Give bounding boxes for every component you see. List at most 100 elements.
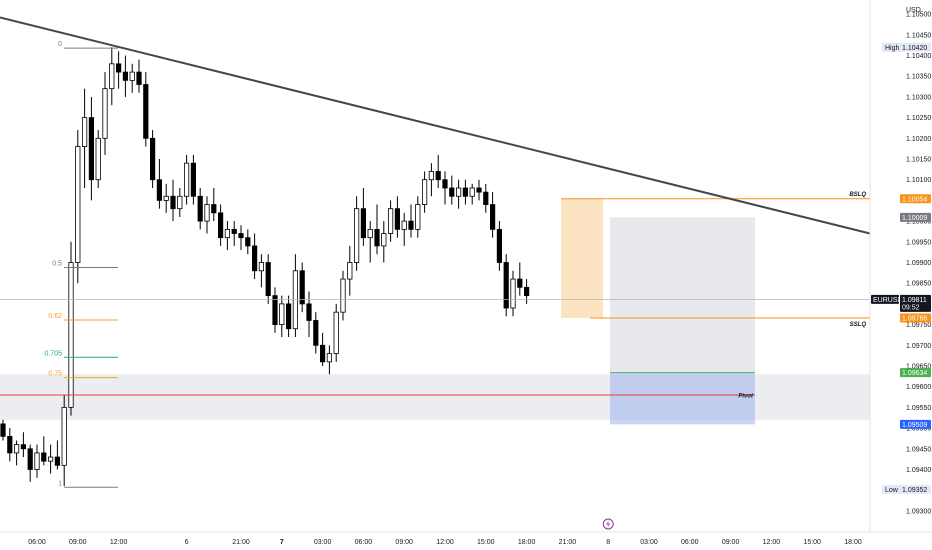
candle-body (476, 187, 482, 193)
price-tick-label: 1.10450 (906, 32, 931, 39)
fib-level-label: 0.75 (48, 371, 62, 378)
candle-body (374, 228, 380, 247)
sslq-tag[interactable] (900, 313, 931, 323)
time-tick-label: 21:00 (232, 539, 250, 546)
time-tick-label: 7 (280, 539, 284, 546)
candle-body (88, 117, 94, 181)
candle-body (217, 212, 224, 239)
candle-body (442, 179, 448, 189)
candle-body (360, 208, 367, 239)
high-tag[interactable] (882, 42, 931, 52)
candle-body (510, 278, 516, 309)
bslq-label: BSLQ (849, 192, 866, 198)
fib-level-label: 1 (58, 480, 62, 487)
candle-body (20, 444, 27, 450)
candle-body (136, 71, 142, 85)
low-price: 1.09352 (902, 487, 927, 494)
price-tick-label: 1.10500 (906, 12, 931, 19)
entry-tag[interactable] (900, 212, 931, 222)
position-stop-area[interactable] (610, 217, 755, 373)
candle-body (299, 270, 305, 305)
high-price: 1.10420 (902, 45, 927, 52)
candle-body (279, 303, 285, 325)
fib-level-label: 0 (58, 41, 62, 48)
candle-body (224, 228, 230, 239)
time-tick-label: 18:00 (844, 539, 862, 546)
candle-body (211, 204, 217, 214)
time-tick-label: 18:00 (518, 539, 536, 546)
candle-body (503, 262, 509, 309)
candle-body (449, 187, 455, 197)
bslq-tag[interactable] (900, 194, 931, 204)
order-block-box[interactable] (561, 198, 603, 318)
price-tick-label: 1.10100 (906, 177, 931, 184)
candle-body (306, 303, 312, 321)
candle-body (163, 195, 169, 201)
price-tick-label: 1.09850 (906, 281, 931, 288)
price-tick-label: 1.10200 (906, 136, 931, 143)
candle-body (517, 278, 523, 288)
candle-body (54, 456, 61, 466)
candle-body (483, 191, 489, 205)
candle-body (75, 146, 81, 263)
time-tick-label: 09:00 (722, 539, 740, 546)
lightning-bolt-glyph (606, 520, 611, 528)
price-tick-label: 1.10000 (906, 219, 931, 226)
symbol-tag-label: EURUSD (873, 297, 903, 304)
candle-body (190, 162, 196, 197)
price-tick-label: 1.09400 (906, 467, 931, 474)
time-tick-label: 6 (185, 539, 189, 546)
target-tag-price: 1.09509 (902, 422, 927, 429)
candle-body (238, 233, 244, 239)
entry-tag-price: 1.10009 (902, 215, 927, 222)
time-tick-label: 12:00 (763, 539, 781, 546)
candle-body (462, 187, 469, 197)
price-tick-label: 1.09450 (906, 446, 931, 453)
time-tick-label: 12:00 (436, 539, 454, 546)
candle-body (415, 204, 421, 230)
candle-body (524, 286, 530, 297)
candle-body (48, 456, 54, 462)
time-tick-label: 15:00 (477, 539, 495, 546)
candle-body (489, 204, 496, 230)
candle-body (0, 423, 6, 437)
current-price-tag[interactable] (900, 294, 931, 312)
trendline[interactable] (0, 16, 871, 235)
price-tick-label: 1.10400 (906, 53, 931, 60)
candle-body (272, 295, 278, 325)
candle-body (34, 452, 40, 470)
fib-level-label: 0.5 (52, 260, 62, 267)
candle-body (469, 187, 475, 197)
candle-body (285, 303, 292, 330)
low-tag[interactable] (882, 484, 931, 494)
candle-body (183, 162, 190, 197)
candle-body (251, 245, 258, 272)
price-tick-label: 1.10150 (906, 157, 931, 164)
candle-body (204, 204, 210, 222)
bslq-tag-price: 1.10054 (902, 196, 927, 203)
candle-body (41, 452, 47, 462)
price-tick-label: 1.09700 (906, 343, 931, 350)
candle-body (129, 71, 135, 81)
candle-body (340, 278, 346, 313)
price-axis[interactable] (870, 0, 932, 550)
position-target-area[interactable] (610, 372, 755, 425)
candle-body (326, 353, 333, 363)
candle-body (258, 262, 265, 272)
tp-tag[interactable] (900, 368, 931, 378)
candle-body (245, 237, 251, 247)
sslq-tag-price: 1.09766 (902, 315, 927, 322)
price-tick-label: 1.10350 (906, 74, 931, 81)
time-tick-label: 06:00 (355, 539, 373, 546)
candle-body (143, 84, 149, 139)
target-tag[interactable] (900, 419, 931, 429)
candle-body (102, 88, 108, 139)
candle-body (231, 228, 237, 234)
symbol-tag[interactable] (871, 294, 899, 304)
time-tick-label: 12:00 (110, 539, 128, 546)
candle-body (428, 171, 435, 181)
candle-body (156, 179, 162, 201)
time-tick-label: 06:00 (681, 539, 699, 546)
